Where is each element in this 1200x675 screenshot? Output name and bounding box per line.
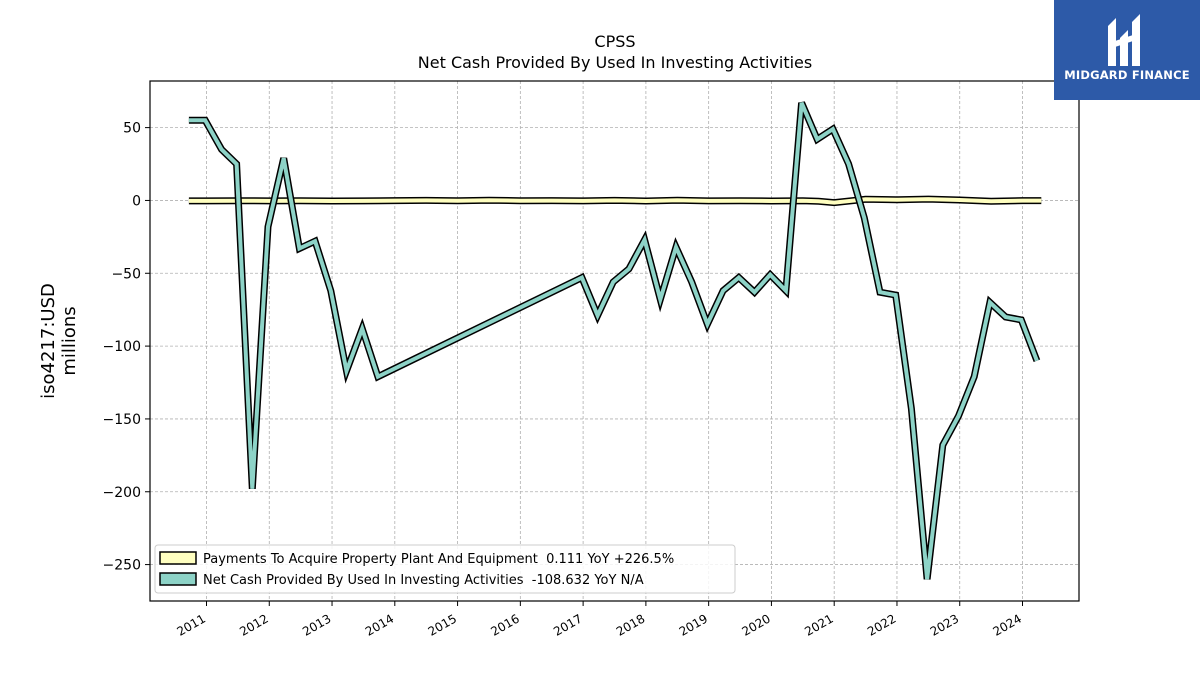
y-axis-unit: millions	[59, 306, 80, 375]
midgard-logo-icon	[1108, 14, 1140, 66]
x-tick-label: 2022	[865, 611, 898, 638]
series-lines	[188, 101, 1042, 580]
y-tick-label: −250	[103, 558, 141, 574]
brand-name: MIDGARD FINANCE	[1064, 68, 1190, 82]
series-line-0	[188, 197, 1042, 205]
x-tick-label: 2017	[551, 611, 584, 638]
y-tick-label: 50	[123, 121, 141, 137]
legend-swatch-capex	[159, 551, 197, 565]
y-tick-label: 0	[132, 193, 141, 209]
legend-label-capex: Payments To Acquire Property Plant And E…	[203, 552, 674, 567]
x-tick-label: 2021	[802, 611, 835, 638]
brand-logo: MIDGARD FINANCE	[1054, 0, 1200, 100]
x-tick-label: 2020	[739, 611, 772, 638]
legend: Payments To Acquire Property Plant And E…	[154, 544, 736, 594]
series-outline-1	[188, 101, 1041, 580]
x-tick-label: 2015	[426, 611, 459, 638]
x-tick-label: 2016	[488, 611, 521, 638]
legend-box	[154, 544, 736, 594]
y-tick-label: −200	[103, 485, 141, 501]
x-tick-label: 2023	[928, 611, 961, 638]
x-tick-label: 2014	[363, 611, 396, 638]
plot-frame	[149, 80, 1080, 602]
x-tick-label: 2018	[614, 611, 647, 638]
series-line-1	[188, 102, 1039, 580]
y-axis-label: iso4217:USD	[38, 283, 59, 399]
y-tick-label: −50	[111, 266, 141, 282]
x-tick-label: 2012	[237, 611, 270, 638]
x-tick-label: 2024	[991, 611, 1024, 638]
legend-swatch-investing	[159, 572, 197, 586]
chart-title: CPSS	[594, 32, 635, 51]
grid	[150, 81, 1079, 601]
y-tick-label: −100	[103, 339, 141, 355]
chart-subtitle: Net Cash Provided By Used In Investing A…	[418, 53, 812, 72]
legend-label-investing: Net Cash Provided By Used In Investing A…	[203, 573, 644, 588]
y-tick-label: −150	[103, 412, 141, 428]
x-tick-label: 2019	[677, 611, 710, 638]
x-tick-label: 2013	[300, 611, 333, 638]
x-tick-label: 2011	[175, 611, 208, 638]
